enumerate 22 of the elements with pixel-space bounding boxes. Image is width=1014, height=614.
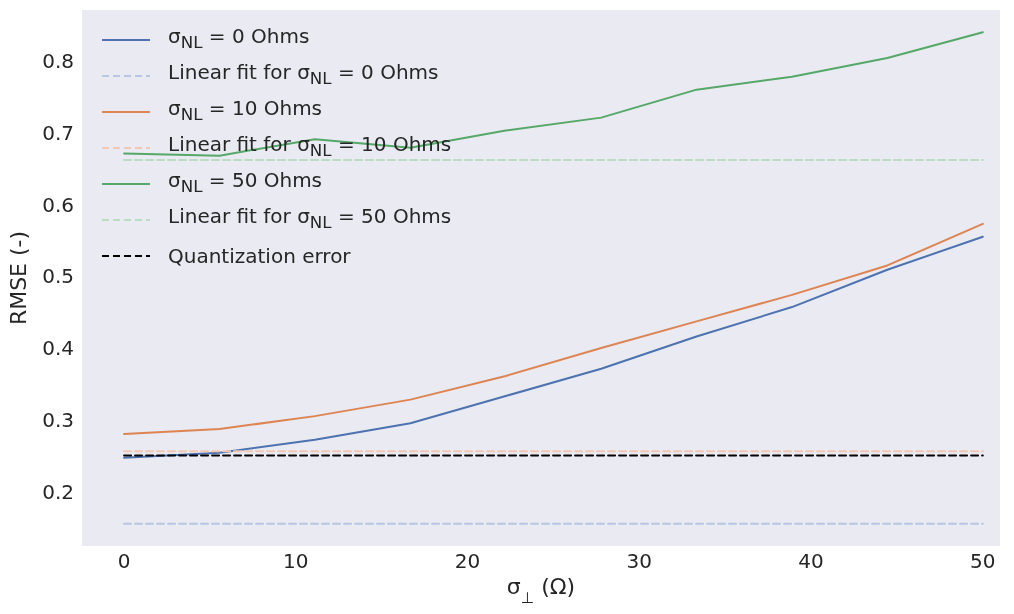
y-tick-label: 0.3 <box>42 407 74 432</box>
x-tick-label: 0 <box>117 549 131 574</box>
x-axis-title: σ$_{⊥}$ (Ω) <box>506 574 576 607</box>
legend-label: σ$_{NL}$ = 50 Ohms <box>168 167 323 199</box>
x-tick-label: 10 <box>283 549 309 574</box>
y-axis-title: RMSE (-) <box>6 230 31 326</box>
x-tick-label: 40 <box>798 549 824 574</box>
legend-label: Quantization error <box>168 242 351 270</box>
legend-label: Linear fit for σ$_{NL}$ = 0 Ohms <box>168 59 439 91</box>
x-tick-label: 50 <box>970 549 996 574</box>
x-tick-label: 30 <box>626 549 653 574</box>
x-tick-label: 20 <box>454 549 481 574</box>
legend-label: σ$_{NL}$ = 10 Ohms <box>168 95 323 127</box>
y-tick-label: 0.4 <box>42 336 74 361</box>
y-tick-label: 0.7 <box>42 120 74 145</box>
legend-label: σ$_{NL}$ = 0 Ohms <box>168 23 310 55</box>
y-tick-label: 0.8 <box>42 49 74 74</box>
line-series <box>123 235 984 459</box>
y-tick-label: 0.6 <box>42 192 74 217</box>
y-tick-label: 0.2 <box>42 479 74 504</box>
y-tick-label: 0.5 <box>42 264 74 289</box>
legend-label: Linear fit for σ$_{NL}$ = 50 Ohms <box>168 203 452 235</box>
